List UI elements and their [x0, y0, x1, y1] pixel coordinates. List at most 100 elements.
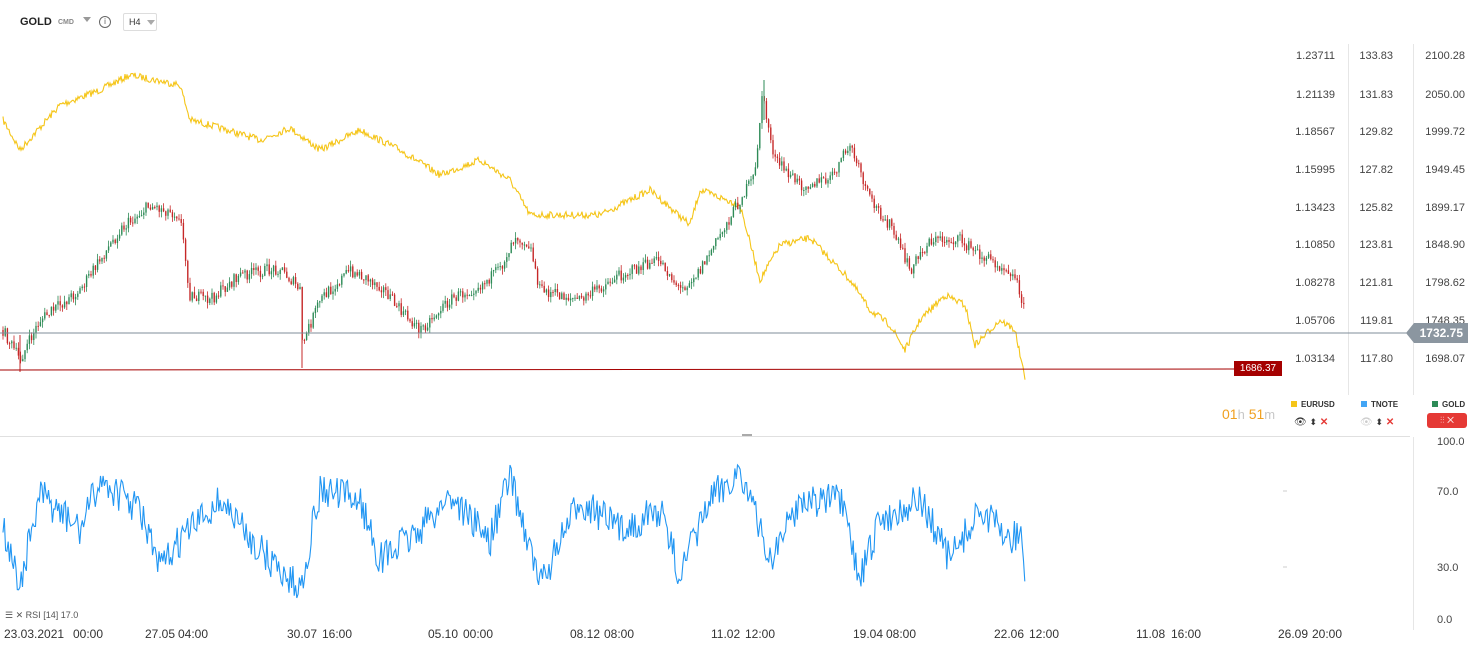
price-axis-label-gold: 1698.07 — [1425, 353, 1465, 365]
gold-candle-body — [217, 295, 220, 297]
price-axis-label-tnote: 127.82 — [1359, 164, 1393, 176]
gold-candle-body — [127, 217, 130, 229]
gold-candle-body — [473, 293, 475, 295]
gold-candle-body — [787, 168, 790, 178]
gold-candle-body — [800, 180, 803, 191]
gold-candle-body — [851, 145, 853, 148]
rsi-indicator-label[interactable]: ☰ ✕ RSI [14] 17.0 — [5, 610, 78, 621]
legend-eurusd[interactable]: EURUSD — [1291, 400, 1335, 409]
close-icon[interactable]: ✕ — [1319, 417, 1329, 428]
move-updown-icon[interactable]: ⬍ — [1375, 417, 1384, 427]
eurusd-swatch — [1291, 401, 1297, 407]
gold-candle-body — [479, 287, 482, 290]
info-icon[interactable]: i — [99, 16, 111, 28]
gold-candle-body — [35, 325, 37, 333]
close-icon[interactable]: ✕ — [1447, 415, 1454, 425]
gold-candle-body — [264, 266, 266, 276]
gold-candle-body — [671, 274, 673, 281]
gold-candle-body — [822, 177, 825, 179]
price-axis-label-eurusd: 1.13423 — [1295, 202, 1335, 214]
gold-candle-body — [442, 303, 444, 311]
gold-candle-body — [695, 277, 697, 279]
gold-candle-body — [367, 275, 369, 282]
gold-candle-body — [825, 178, 827, 184]
gold-candle-body — [312, 313, 314, 328]
gold-candle-body — [818, 178, 820, 183]
gold-candle-body — [222, 285, 224, 287]
pane-resize-handle[interactable] — [742, 434, 752, 436]
gold-candle-body — [13, 341, 15, 349]
rsi-axis-label: 100.0 — [1437, 436, 1465, 448]
gold-candle-body — [81, 286, 83, 289]
current-price-label: 1732.75 — [1406, 323, 1468, 343]
symbol-name[interactable]: GOLD — [20, 16, 52, 28]
gold-candle-body — [501, 266, 504, 269]
gold-candle-body — [583, 297, 585, 301]
gold-candle-body — [484, 283, 486, 285]
indicator-close-icon[interactable]: ✕ — [15, 610, 24, 620]
eye-icon[interactable]: 👁 — [1294, 417, 1307, 428]
gold-candle-body — [475, 290, 477, 294]
legend-tnote[interactable]: TNOTE — [1361, 400, 1398, 409]
gold-candle-body — [706, 255, 708, 265]
gold-candle-body — [862, 172, 864, 185]
gold-candle-body — [118, 234, 121, 239]
gold-candle-body — [693, 278, 695, 283]
gold-candle-body — [635, 265, 638, 274]
gold-candle-body — [594, 286, 596, 290]
gold-candle-body — [833, 171, 836, 173]
gold-candle-body — [926, 245, 928, 253]
eye-hidden-icon[interactable]: 👁 — [1360, 417, 1373, 428]
gold-candle-body — [607, 281, 609, 285]
gold-candle-body — [578, 295, 581, 299]
gold-candle-body — [147, 202, 149, 208]
gold-candle-body — [915, 256, 917, 265]
gold-candle-body — [572, 298, 574, 299]
level-price-tag[interactable]: 1686.37 — [1234, 361, 1282, 376]
gold-series-settings-button[interactable]: ⫶⫶ ✕ — [1427, 413, 1467, 428]
gold-candle-body — [440, 310, 442, 314]
price-axis-label-tnote: 117.80 — [1360, 353, 1393, 365]
gold-candle-body — [134, 218, 136, 223]
gold-candle-body — [523, 244, 526, 246]
price-axis-label-gold: 1999.72 — [1425, 126, 1465, 138]
gold-candle-body — [39, 322, 42, 327]
candle-countdown: 01h 51m — [1222, 406, 1275, 422]
legend-gold[interactable]: GOLD — [1432, 400, 1465, 409]
gold-candle-body — [869, 188, 871, 195]
gold-candle-body — [739, 205, 741, 210]
gold-candle-body — [17, 347, 20, 356]
symbol-dropdown-icon[interactable] — [83, 17, 91, 22]
gold-candle-body — [732, 207, 735, 218]
gold-candle-body — [266, 264, 268, 267]
gold-candle-body — [602, 289, 605, 292]
gold-candle-body — [765, 101, 768, 120]
indicator-menu-icon[interactable]: ☰ — [5, 610, 14, 620]
gold-candle-body — [400, 303, 402, 315]
gold-candle-body — [899, 238, 902, 248]
gold-candle-body — [838, 162, 840, 173]
gold-candle-body — [983, 257, 985, 261]
gold-candle-body — [499, 266, 501, 268]
gold-candle-body — [994, 260, 996, 268]
gold-candle-body — [554, 289, 556, 292]
gold-candle-body — [250, 268, 253, 275]
gold-candle-body — [114, 239, 116, 243]
gold-candle-body — [924, 252, 926, 254]
gold-candle-body — [424, 325, 427, 331]
gold-candle-body — [360, 271, 363, 280]
gold-candle-body — [231, 281, 233, 287]
timeframe-value: H4 — [129, 17, 141, 27]
move-updown-icon[interactable]: ⬍ — [1309, 417, 1318, 427]
close-icon[interactable]: ✕ — [1385, 417, 1395, 428]
gold-candle-body — [195, 298, 198, 301]
gold-candle-body — [976, 249, 979, 251]
gold-candle-body — [1023, 302, 1025, 305]
gold-candle-body — [294, 277, 297, 284]
timeframe-select[interactable]: H4 — [123, 13, 157, 31]
price-axes: 1.23711 1.21139 1.18567 1.15995 1.13423 1.108… — [1295, 50, 1465, 626]
horizontal-level-line — [0, 368, 1237, 371]
gold-candle-body — [677, 284, 680, 286]
gold-candle-body — [211, 292, 213, 299]
